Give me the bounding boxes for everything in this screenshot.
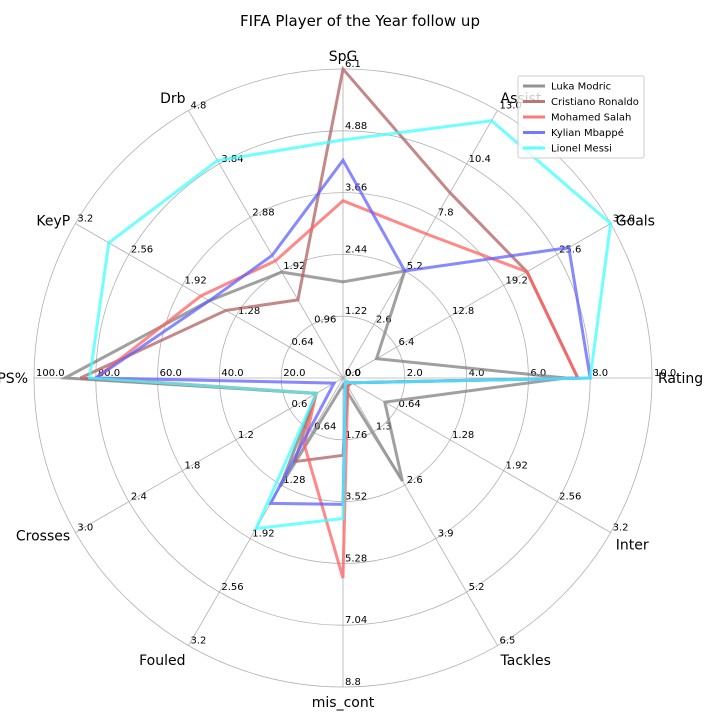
tick-label: 0.0 — [345, 368, 361, 379]
tick-label: 7.8 — [438, 207, 454, 218]
legend-label: Kylian Mbappé — [551, 127, 624, 139]
tick-label: 1.92 — [506, 461, 528, 472]
tick-label: 1.22 — [345, 306, 367, 317]
tick-label: 0.96 — [314, 314, 336, 325]
tick-label: 3.2 — [613, 523, 629, 534]
grid-spoke — [75, 377, 344, 533]
tick-label: 0.0 — [345, 368, 361, 379]
tick-label: 60.0 — [160, 368, 182, 379]
axis-label-goals: Goals — [616, 214, 655, 230]
tick-label: 2.88 — [252, 207, 274, 218]
tick-label: 6.4 — [399, 337, 415, 348]
tick-label: 6.1 — [345, 59, 361, 70]
tick-label: 19.2 — [506, 275, 528, 286]
axis-label-spg: SpG — [329, 49, 358, 65]
tick-label: 5.28 — [345, 553, 367, 564]
tick-label: 10.4 — [469, 154, 491, 165]
grid-spoke — [188, 377, 344, 646]
tick-label: 20.0 — [283, 368, 305, 379]
tick-label: 5.2 — [407, 261, 423, 272]
axis-label-mis-cont: mis_cont — [312, 695, 375, 711]
tick-label: 2.44 — [345, 244, 367, 255]
tick-label: 100.0 — [36, 368, 65, 379]
series-lionel-messi — [87, 119, 613, 531]
grid-spoke — [188, 110, 344, 379]
axis-label-fouled: Fouled — [139, 653, 185, 669]
tick-label: 2.56 — [131, 244, 153, 255]
tick-label: 2.56 — [221, 582, 243, 593]
tick-label: 8.0 — [592, 368, 608, 379]
tick-label: 4.0 — [469, 368, 485, 379]
grid-spoke — [342, 110, 498, 379]
tick-label: 1.76 — [345, 430, 367, 441]
tick-label: 0.64 — [314, 422, 336, 433]
tick-label: 0.64 — [399, 399, 421, 410]
tick-label: 2.4 — [131, 492, 147, 503]
legend-label: Mohamed Salah — [551, 113, 631, 124]
tick-label: 2.6 — [407, 475, 423, 486]
tick-label: 2.6 — [376, 314, 392, 325]
tick-label: 80.0 — [98, 368, 120, 379]
tick-label: 6.5 — [500, 636, 516, 647]
tick-label: 32.0 — [613, 214, 635, 225]
legend: Luka Modric Cristiano Ronaldo Mohamed Sala… — [517, 75, 645, 159]
tick-label: 40.0 — [221, 368, 243, 379]
axis-label-crosses: Crosses — [16, 529, 70, 545]
grid-spoke — [342, 377, 611, 533]
tick-label: 3.2 — [77, 214, 93, 225]
radar-axis-labels: RatingGoalsAssistSpGDrbKeyPPS%CrossesFou… — [0, 49, 703, 711]
tick-label: 2.56 — [559, 492, 581, 503]
tick-label: 3.9 — [438, 529, 454, 540]
tick-label: 1.8 — [184, 461, 200, 472]
axis-label-drb: Drb — [160, 91, 186, 107]
tick-label: 8.8 — [345, 677, 361, 688]
tick-label: 0.64 — [291, 337, 313, 348]
axis-label-keyp: KeyP — [36, 214, 70, 230]
axis-label-ps-: PS% — [0, 371, 28, 387]
radar-tick-labels: 0.0 2.0 4.0 6.0 8.0 10.00.06.412.819.225.632.… — [36, 59, 676, 688]
axis-label-tackles: Tackles — [500, 653, 551, 669]
tick-label: 0.6 — [291, 399, 307, 410]
tick-label: 7.04 — [345, 615, 367, 626]
axis-label-rating: Rating — [658, 371, 703, 387]
tick-label: 1.92 — [184, 275, 206, 286]
tick-label: 1.92 — [283, 261, 305, 272]
tick-label: 4.88 — [345, 121, 367, 132]
axis-label-inter: Inter — [616, 538, 649, 554]
legend-label: Luka Modric — [551, 82, 611, 93]
tick-label: 0.0 — [345, 368, 361, 379]
tick-label: 3.52 — [345, 492, 367, 503]
radar-series — [59, 65, 613, 579]
tick-label: 3.66 — [345, 183, 367, 194]
tick-label: 1.28 — [238, 306, 260, 317]
tick-label: 1.28 — [452, 430, 474, 441]
chart-title: FIFA Player of the Year follow up — [240, 12, 480, 30]
tick-label: 1.28 — [283, 475, 305, 486]
legend-label: Lionel Messi — [551, 144, 612, 155]
tick-label: 12.8 — [452, 306, 474, 317]
tick-label: 1.2 — [238, 430, 254, 441]
tick-label: 1.3 — [376, 422, 392, 433]
tick-label: 5.2 — [469, 582, 485, 593]
tick-label: 2.0 — [407, 368, 423, 379]
tick-label: 6.0 — [530, 368, 546, 379]
grid-spoke — [342, 377, 498, 646]
tick-label: 13.0 — [500, 100, 522, 111]
legend-box — [517, 75, 645, 159]
tick-label: 3.0 — [77, 523, 93, 534]
tick-label: 10.0 — [654, 368, 676, 379]
tick-label: 0.0 — [345, 368, 361, 379]
legend-label: Cristiano Ronaldo — [551, 97, 639, 108]
tick-label: 0.0 — [345, 368, 361, 379]
tick-label: 1.92 — [252, 529, 274, 540]
tick-label: 4.8 — [191, 100, 207, 111]
tick-label: 3.2 — [191, 636, 207, 647]
